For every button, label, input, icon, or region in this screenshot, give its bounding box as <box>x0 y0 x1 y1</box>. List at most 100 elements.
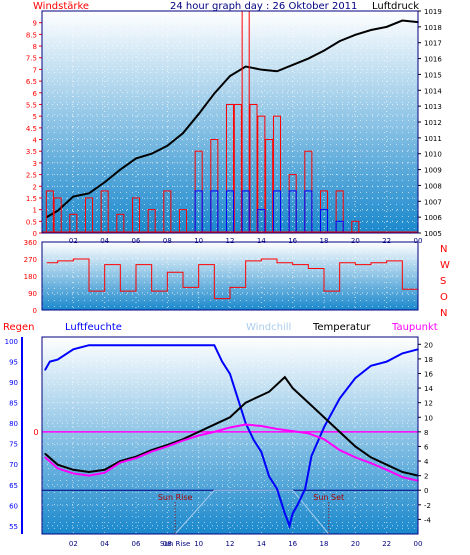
point-luftfeuchte <box>56 358 59 361</box>
y-tick-label-right: 1007 <box>424 198 442 206</box>
point-luftfeuchte <box>221 360 223 363</box>
y-tick-label-left: 3 <box>33 160 37 168</box>
y-tick-label-left: 95 <box>9 359 18 367</box>
point-luftfeuchte <box>304 488 307 490</box>
point-temperatur <box>276 383 278 386</box>
point-luftdruck <box>291 64 294 66</box>
point-taupunkt <box>103 471 106 474</box>
point-taupunkt <box>213 431 216 433</box>
x-tick-label: 12 <box>226 540 235 548</box>
point-temperatur <box>354 445 357 448</box>
point-taupunkt <box>229 426 231 429</box>
point-luftfeuchte <box>72 348 75 351</box>
point-luftdruck <box>276 70 278 73</box>
point-taupunkt <box>370 462 372 465</box>
point-luftfeuchte <box>150 344 153 347</box>
point-taupunkt <box>354 456 357 459</box>
point-taupunkt <box>56 467 59 470</box>
point-luftfeuchte <box>237 397 239 400</box>
y-tick-label-left: 7 <box>33 66 37 74</box>
x-tick-label: 18 <box>320 540 329 548</box>
x-tick-label: 18 <box>320 237 329 245</box>
point-taupunkt <box>119 461 122 464</box>
point-luftdruck <box>370 29 372 31</box>
y-tick-label-left: 80 <box>9 420 18 428</box>
point-taupunkt <box>166 445 169 448</box>
y-tick-label-right: -2 <box>424 502 431 510</box>
y-tick-label-left: 85 <box>9 400 18 408</box>
y-tick-label-left: 1.5 <box>26 195 37 203</box>
point-temperatur <box>197 431 200 433</box>
point-luftdruck <box>338 40 341 42</box>
x-tick-label: 10 <box>194 237 203 245</box>
point-luftfeuchte <box>354 377 357 379</box>
y-tick-label-right: 1008 <box>424 182 442 190</box>
y-tick-label-left: 8 <box>33 43 37 51</box>
y-tick-label-left: 4 <box>33 137 38 145</box>
point-temperatur <box>72 468 75 471</box>
y-tick-label-right: 1013 <box>424 103 442 111</box>
y-tick-label-left: 3.5 <box>26 148 37 156</box>
point-temperatur <box>338 431 341 433</box>
point-taupunkt <box>385 468 388 471</box>
y-tick-label-left: 90 <box>9 379 18 387</box>
x-tick-label: 06 <box>132 237 141 245</box>
x-tick-label: 02 <box>69 237 78 245</box>
rain-zero-label: 0 <box>33 428 38 437</box>
legend-windchill: Windchill <box>246 322 291 333</box>
point-luftfeuchte <box>338 397 341 400</box>
point-luftfeuchte <box>197 344 200 347</box>
direction-label: O <box>440 292 448 303</box>
point-luftfeuchte <box>370 364 372 367</box>
point-taupunkt <box>401 476 404 478</box>
y-tick-label-left: 270 <box>24 256 37 264</box>
point-luftfeuchte <box>296 504 299 507</box>
legend-temperatur: Temperatur <box>312 322 371 333</box>
point-temperatur <box>103 468 106 471</box>
point-luftdruck <box>229 75 231 77</box>
y-tick-label-left: 6 <box>33 90 38 98</box>
point-luftdruck <box>307 57 310 60</box>
y-tick-label-left: 5 <box>33 113 37 121</box>
y-tick-label-left: 180 <box>24 273 37 281</box>
series-luftfeuchte <box>44 344 419 530</box>
y-tick-label-right: 12 <box>424 400 433 408</box>
point-luftfeuchte <box>310 455 313 457</box>
x-tick-label: 22 <box>382 540 391 548</box>
x-tick-label: 10 <box>194 540 203 548</box>
chart-title: 24 hour graph day : 26 Oktober 2011 <box>170 1 357 12</box>
x-tick-label: 16 <box>288 237 297 245</box>
point-luftfeuchte <box>244 422 247 424</box>
point-temperatur <box>244 401 247 404</box>
y-tick-label-right: 20 <box>424 341 433 349</box>
point-luftfeuchte <box>252 438 255 441</box>
point-temperatur <box>44 452 46 455</box>
point-temperatur <box>385 463 388 466</box>
x-tick-label: 20 <box>351 540 360 548</box>
point-luftfeuchte <box>385 360 388 363</box>
legend-luftfeuchte: Luftfeuchte <box>65 322 122 333</box>
x-tick-label: 12 <box>226 237 235 245</box>
point-temperatur <box>260 394 263 397</box>
point-taupunkt <box>182 439 184 442</box>
y-tick-label-right: 1015 <box>424 71 442 79</box>
point-luftdruck <box>213 92 216 95</box>
y-tick-label-left: 360 <box>24 239 37 247</box>
point-temperatur <box>229 416 231 419</box>
point-temperatur <box>370 456 372 459</box>
point-luftdruck <box>401 19 404 22</box>
point-taupunkt <box>135 457 137 459</box>
y-tick-label-left: 2.5 <box>26 172 37 180</box>
point-taupunkt <box>244 423 247 426</box>
sunrise-label: Sun Rise <box>158 493 193 502</box>
point-taupunkt <box>260 425 263 427</box>
y-tick-label-right: 1018 <box>424 24 442 32</box>
x-tick-label: 20 <box>351 237 360 245</box>
point-taupunkt <box>291 430 294 432</box>
header-right-label: Luftdruck <box>372 1 419 12</box>
y-tick-label-right: 1017 <box>424 40 442 48</box>
y-tick-label-right: 4 <box>424 458 429 466</box>
point-luftdruck <box>260 68 263 71</box>
y-tick-label-right: 1012 <box>424 119 442 127</box>
